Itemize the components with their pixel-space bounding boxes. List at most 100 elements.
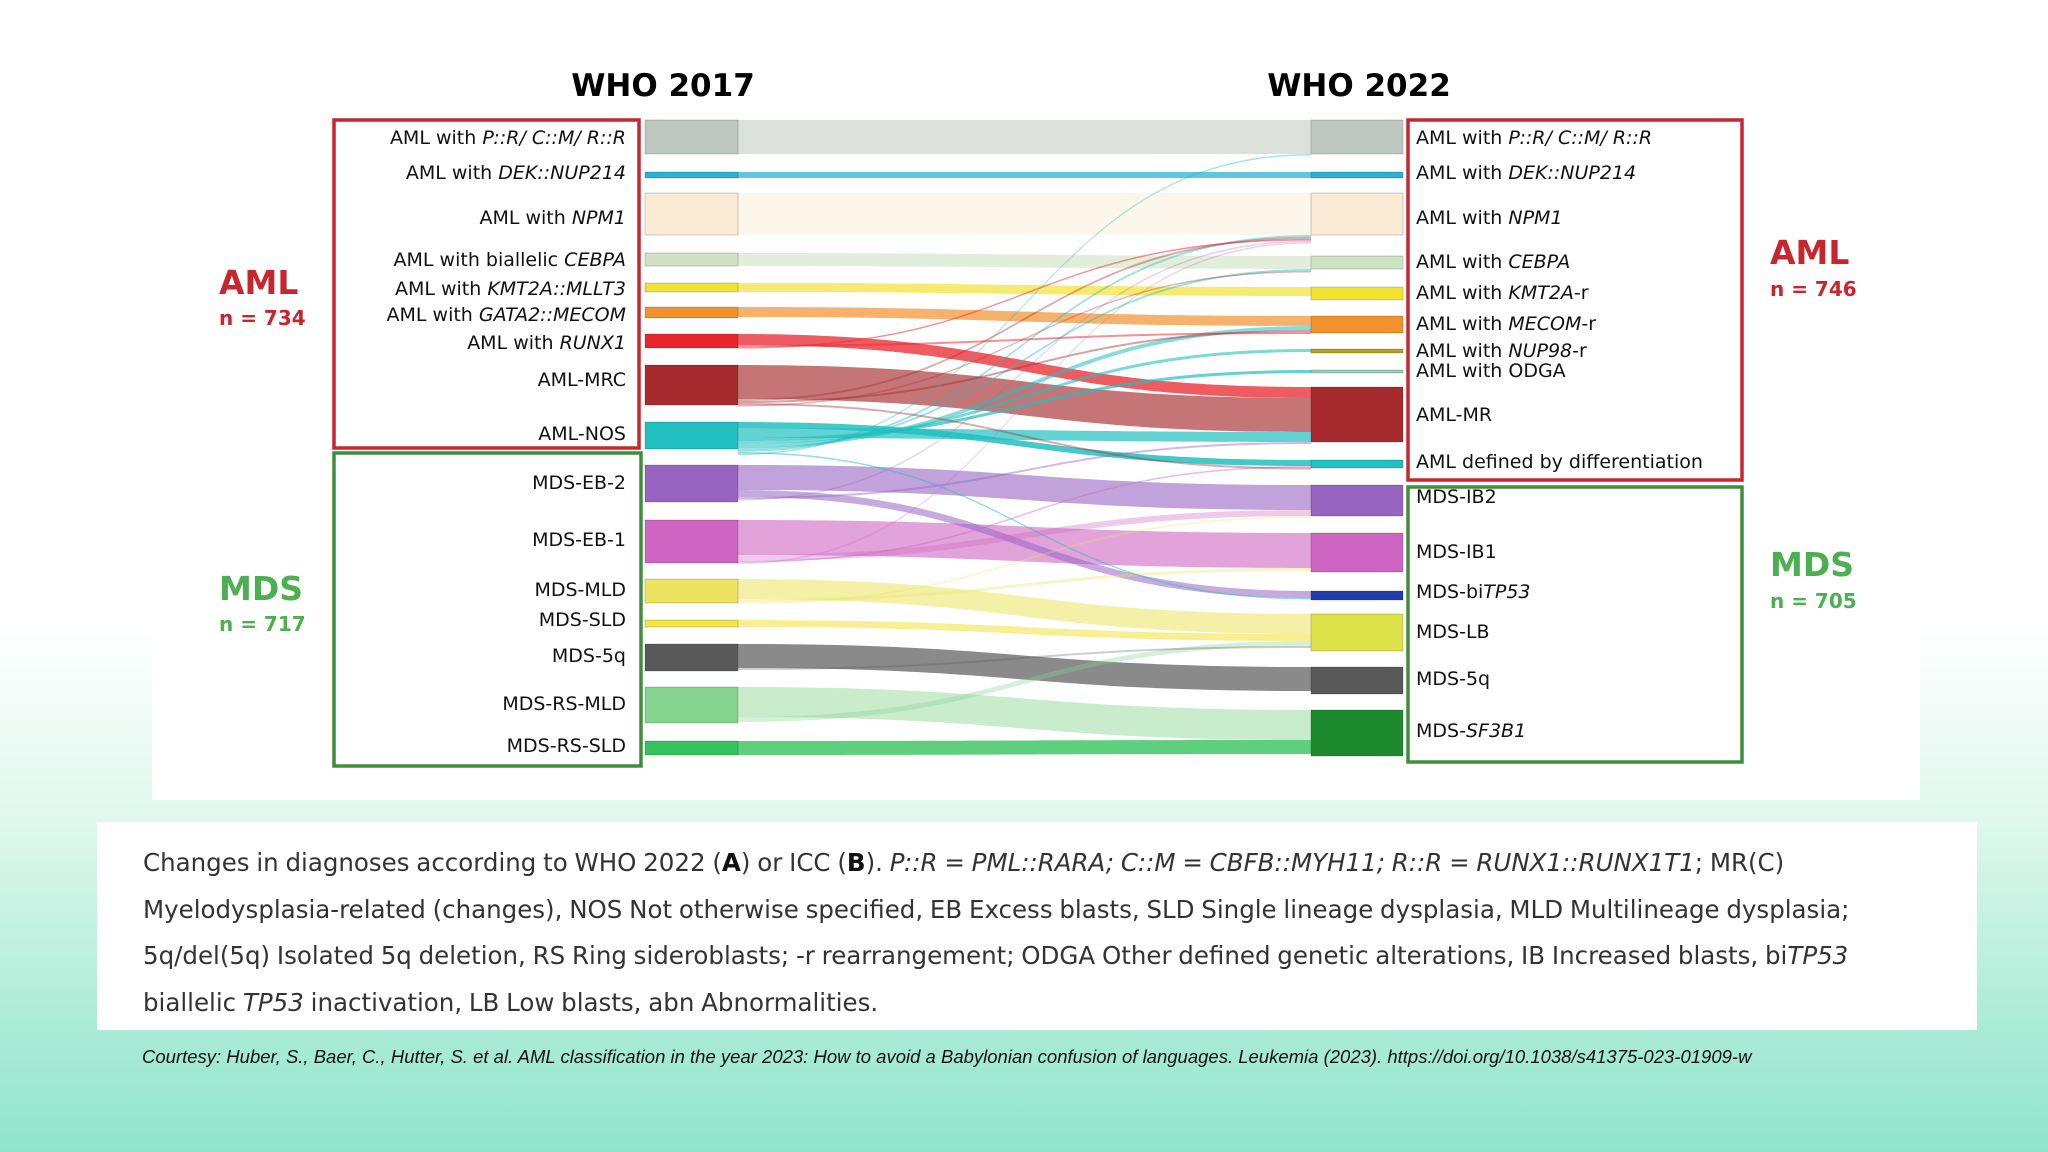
left-node-label: AML with KMT2A::MLLT3	[395, 278, 626, 300]
flow-link	[738, 620, 1311, 641]
left-node-bar	[644, 192, 739, 236]
right-node-bar	[1310, 171, 1404, 179]
caption-text-2: ) or ICC (	[740, 848, 847, 877]
mds-right-group-count: n = 705	[1770, 589, 1857, 613]
right-node-bar	[1310, 666, 1404, 695]
flow-link	[738, 269, 1311, 450]
left-node-bar	[644, 464, 739, 503]
left-node-bar	[644, 252, 739, 267]
flow-link	[738, 641, 1311, 722]
node-layer	[644, 119, 1404, 757]
caption-text-5: biallelic	[143, 987, 243, 1017]
caption-text-6: inactivation, LB Low blasts, abn Abnorma…	[303, 987, 879, 1017]
left-node-bar	[644, 519, 739, 564]
aml-left-frame	[332, 118, 641, 450]
flow-link	[738, 235, 1311, 452]
right-node-label: AML with CEBPA	[1416, 251, 1570, 273]
aml-left-group-count: n = 734	[219, 306, 306, 330]
flow-link	[738, 510, 1311, 561]
flow-layer	[738, 120, 1311, 755]
aml-left-group-label: AML	[219, 263, 298, 302]
flow-link	[738, 332, 1311, 347]
flow-link	[738, 237, 1311, 401]
left-node-label: MDS-RS-SLD	[507, 735, 626, 757]
right-node-label: MDS-5q	[1416, 668, 1490, 690]
flow-link	[738, 334, 1311, 398]
caption-text-1: Changes in diagnoses according to WHO 20…	[143, 848, 722, 877]
flow-link	[738, 740, 1311, 755]
left-node-label: AML with NPM1	[479, 207, 626, 229]
left-node-bar	[644, 619, 739, 628]
right-node-bar	[1310, 386, 1404, 443]
right-node-bar	[1310, 709, 1404, 757]
left-node-bar	[644, 171, 739, 179]
left-node-bar	[644, 421, 739, 450]
aml-right-group-label: AML	[1770, 233, 1849, 272]
flow-link	[738, 687, 1311, 740]
caption-text-4: ; MR(C) Myelodysplasia-related (changes)…	[143, 848, 1850, 970]
caption-gene-1: TP53	[1787, 941, 1849, 970]
right-node-bar	[1310, 484, 1404, 517]
left-node-label: AML with RUNX1	[467, 332, 626, 354]
right-node-bar	[1310, 613, 1404, 652]
caption-text-3: ).	[865, 848, 890, 877]
right-node-label: AML with P::R/ C::M/ R::R	[1416, 127, 1652, 149]
flow-link	[738, 516, 1311, 604]
right-node-bar	[1310, 459, 1404, 469]
right-node-label: AML with MECOM-r	[1416, 313, 1596, 335]
mds-left-group-count: n = 717	[219, 612, 306, 636]
left-node-label: AML with biallelic CEBPA	[394, 249, 626, 271]
left-node-label: MDS-EB-2	[532, 472, 626, 494]
left-node-label: AML-MRC	[538, 369, 626, 391]
caption-panel-a: A	[721, 848, 741, 877]
flow-link	[738, 330, 1311, 403]
flow-link	[738, 644, 1311, 691]
right-node-label: AML with DEK::NUP214	[1416, 162, 1636, 184]
right-node-bar	[1310, 532, 1404, 573]
aml-right-frame	[1406, 118, 1744, 482]
flow-link	[738, 242, 1311, 564]
flow-link	[738, 403, 1311, 470]
left-node-label: MDS-MLD	[534, 579, 626, 601]
flow-link	[738, 442, 1311, 499]
flow-link	[738, 120, 1311, 154]
flow-link	[738, 452, 1311, 600]
flow-link	[738, 307, 1311, 326]
flow-link	[738, 283, 1311, 296]
left-node-label: AML with P::R/ C::M/ R::R	[390, 127, 626, 149]
left-node-label: MDS-RS-MLD	[502, 693, 626, 715]
flow-link	[738, 253, 1311, 269]
mds-right-frame	[1406, 485, 1744, 764]
right-node-label: AML defined by differentiation	[1416, 451, 1703, 473]
left-node-bar	[644, 306, 739, 319]
right-node-label: AML with NPM1	[1416, 207, 1563, 229]
flow-link	[738, 466, 1311, 563]
flow-link	[738, 240, 1311, 501]
flow-link	[738, 422, 1311, 466]
left-node-bar	[644, 333, 739, 349]
flow-link	[738, 349, 1311, 444]
who-2022-header: WHO 2022	[1267, 68, 1451, 104]
mds-right-group-label: MDS	[1770, 545, 1854, 584]
flow-link	[738, 172, 1311, 178]
right-node-label: AML with NUP98-r	[1416, 340, 1587, 362]
aml-right-group-count: n = 746	[1770, 277, 1857, 301]
right-node-bar	[1310, 119, 1404, 155]
flow-link	[738, 579, 1311, 634]
left-node-bar	[644, 740, 739, 756]
right-node-label: MDS-LB	[1416, 621, 1490, 643]
left-node-label: MDS-EB-1	[532, 529, 626, 551]
left-node-label: MDS-SLD	[539, 609, 626, 631]
right-node-bar	[1310, 315, 1404, 334]
flow-link	[738, 370, 1311, 441]
flow-link	[738, 271, 1311, 407]
who-2017-header: WHO 2017	[571, 68, 755, 104]
left-node-label: AML with GATA2::MECOM	[387, 304, 626, 326]
left-node-label: MDS-5q	[552, 645, 626, 667]
mds-left-group-label: MDS	[219, 569, 303, 608]
mds-left-frame	[332, 451, 643, 768]
right-node-bar	[1310, 192, 1404, 236]
flow-link	[738, 239, 1311, 349]
right-node-bar	[1310, 255, 1404, 270]
right-node-label: MDS-IB2	[1416, 486, 1497, 508]
